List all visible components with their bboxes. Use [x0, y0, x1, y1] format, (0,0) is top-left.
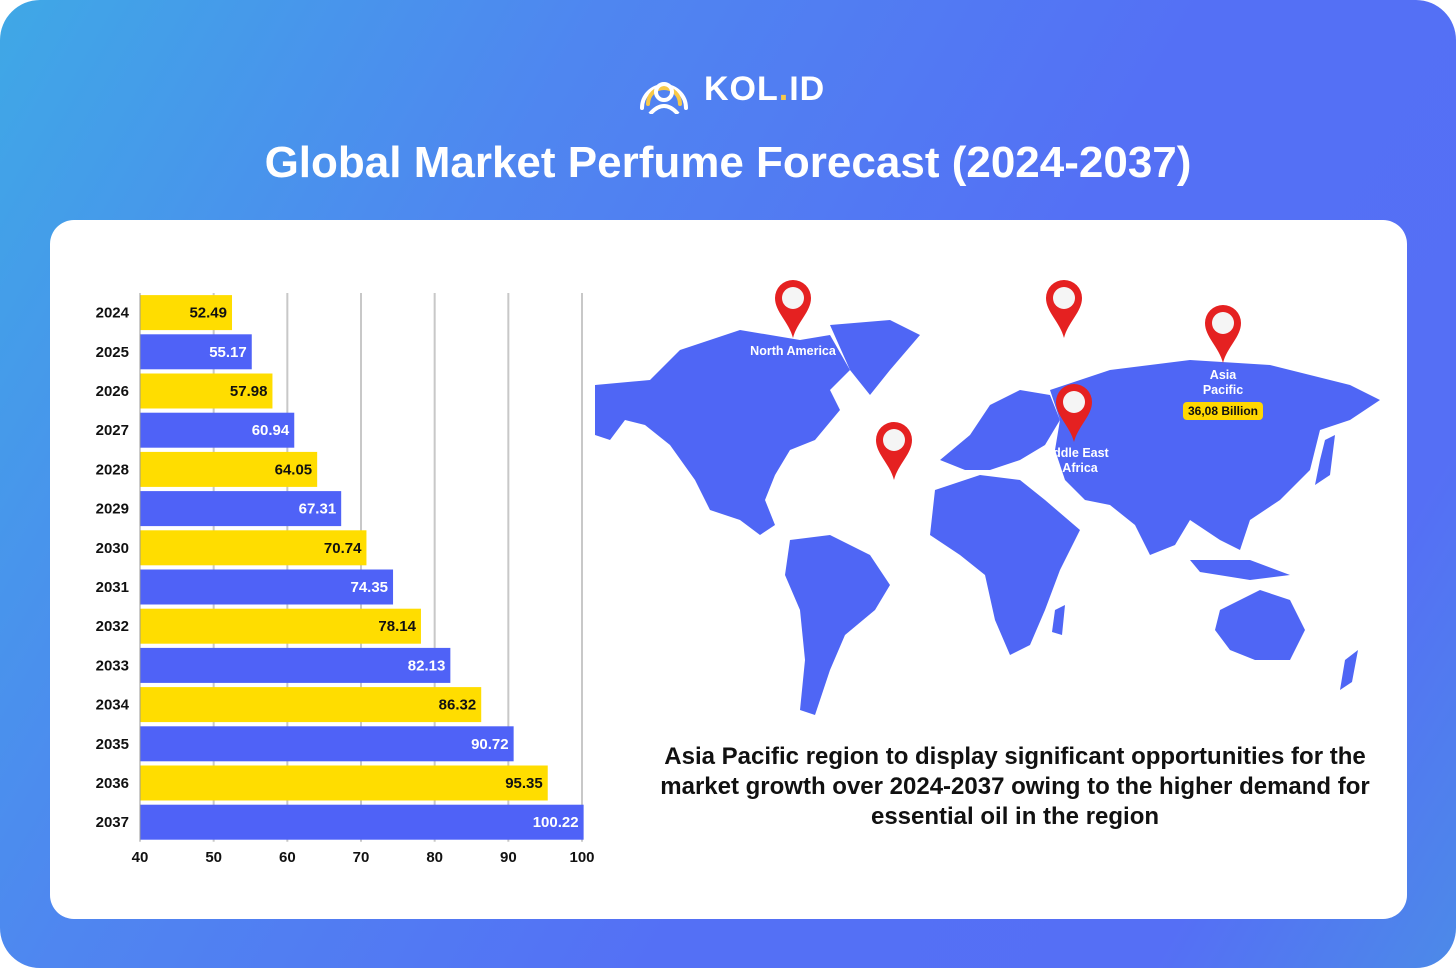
x-tick-label: 70	[353, 849, 370, 866]
bar	[140, 726, 514, 762]
bar	[140, 451, 318, 487]
y-category-label: 2033	[96, 657, 129, 674]
bar	[140, 412, 295, 448]
region-label-middle-east-africa: Middle East & Africa	[1039, 446, 1109, 475]
bar-value-label: 52.49	[189, 305, 227, 322]
content-card: 40 50 60 70 80 90 100 52.49 2024 55.17 2025 57.98 20…	[50, 220, 1407, 919]
x-tick-label: 60	[279, 849, 296, 866]
bar	[140, 687, 482, 723]
asia-pacific-value-badge: 36,08 Billion	[1182, 402, 1264, 420]
x-tick-label: 100	[569, 849, 594, 866]
bar	[140, 295, 233, 331]
map-pin-icon	[1205, 305, 1241, 363]
bar-value-label: 55.17	[209, 344, 247, 361]
page-title: Global Market Perfume Forecast (2024-203…	[264, 138, 1192, 187]
bar-value-label: 67.31	[299, 501, 337, 518]
region-label-latin-america: Latin America	[869, 483, 919, 512]
map-pin-icon	[1046, 280, 1082, 338]
bar	[140, 373, 273, 409]
y-category-label: 2029	[96, 501, 129, 518]
bar	[140, 647, 451, 683]
bar	[140, 765, 548, 801]
kol-logo-icon	[640, 82, 688, 114]
y-category-label: 2028	[96, 461, 129, 478]
bar	[140, 608, 421, 644]
brand-logo: KOL.ID	[636, 64, 825, 114]
region-label-asia-pacific: Asia Pacific	[1202, 368, 1244, 397]
map-pin-icon	[876, 422, 912, 480]
bar-value-label: 60.94	[252, 422, 290, 439]
y-category-label: 2032	[96, 618, 129, 635]
chart-caption: Asia Pacific region to display significa…	[660, 743, 1370, 830]
world-map-land	[595, 320, 1380, 715]
y-category-label: 2024	[96, 305, 130, 322]
bar-value-label: 70.74	[324, 540, 362, 557]
bar	[140, 334, 252, 370]
bar-value-label: 95.35	[505, 775, 543, 792]
y-category-label: 2035	[96, 736, 129, 753]
y-category-label: 2037	[96, 814, 129, 831]
y-category-label: 2034	[96, 697, 130, 714]
brand-name: KOL.ID	[704, 69, 826, 108]
bar-value-label: 100.22	[533, 814, 579, 831]
region-label-north-america: North America	[750, 344, 836, 358]
bar-value-label: 90.72	[471, 736, 509, 753]
x-tick-label: 80	[426, 849, 443, 866]
y-category-label: 2036	[96, 775, 129, 792]
bar	[140, 804, 584, 840]
bar-value-label: 86.32	[439, 697, 477, 714]
world-map: North America Europe Asia Pacific 36,08 …	[590, 280, 1390, 730]
x-tick-label: 40	[132, 849, 149, 866]
x-tick-label: 90	[500, 849, 517, 866]
bar	[140, 491, 342, 527]
bar-value-label: 82.13	[408, 657, 446, 674]
y-category-label: 2031	[96, 579, 129, 596]
bar	[140, 569, 394, 605]
bar-value-label: 78.14	[378, 618, 416, 635]
y-category-label: 2030	[96, 540, 129, 557]
x-tick-label: 50	[205, 849, 222, 866]
bar-chart: 40 50 60 70 80 90 100 52.49 2024 55.17 2025 57.98 20…	[96, 293, 595, 866]
bar-value-label: 57.98	[230, 383, 268, 400]
y-category-label: 2025	[96, 344, 129, 361]
map-pin-icon	[775, 280, 811, 338]
y-category-label: 2027	[96, 422, 129, 439]
bar-value-label: 64.05	[275, 461, 313, 478]
region-label-europe: Europe	[1042, 344, 1086, 358]
y-category-label: 2026	[96, 383, 129, 400]
bar-value-label: 74.35	[350, 579, 388, 596]
map-pin-icon	[1056, 384, 1092, 442]
bar	[140, 530, 367, 566]
